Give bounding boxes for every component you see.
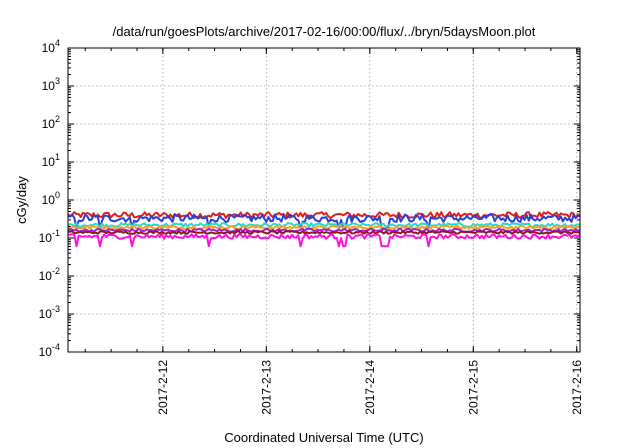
series-group [67, 211, 581, 248]
x-tick-labels: 2017-2-12 2017-2-13 2017-2-14 2017-2-15 2017… [156, 360, 584, 415]
y-tick-label: 104 [42, 38, 60, 55]
series-line-7 [67, 233, 581, 248]
series-line-2 [67, 213, 581, 230]
x-tick-label: 2017-2-16 [570, 360, 584, 415]
series-line-4 [67, 224, 581, 230]
y-tick-label: 10-2 [39, 266, 60, 283]
x-axis-label: Coordinated Universal Time (UTC) [224, 430, 423, 445]
chart-title: /data/run/goesPlots/archive/2017-02-16/0… [113, 24, 536, 39]
y-tick-label: 102 [42, 114, 60, 131]
y-axis-label: cGy/day [14, 176, 29, 224]
y-tick-label: 101 [42, 152, 60, 169]
y-tick-label: 10-3 [39, 304, 60, 321]
x-tick-label: 2017-2-12 [156, 360, 170, 415]
y-tick-label: 100 [42, 190, 60, 207]
grid [68, 47, 580, 353]
series-line-3 [67, 222, 581, 228]
plot-frame [67, 47, 581, 353]
series-line-1 [67, 211, 581, 220]
y-tick-labels: 10-4 10-3 10-2 10-1 100 101 102 103 104 [39, 38, 60, 359]
y-tick-label: 103 [42, 76, 60, 93]
series-line-5 [67, 227, 581, 233]
series-line-6 [67, 230, 581, 235]
x-tick-label: 2017-2-14 [363, 360, 377, 415]
y-tick-label: 10-1 [39, 228, 60, 245]
y-tick-label: 10-4 [39, 342, 60, 359]
x-tick-label: 2017-2-15 [466, 360, 480, 415]
x-tick-label: 2017-2-13 [259, 360, 273, 415]
